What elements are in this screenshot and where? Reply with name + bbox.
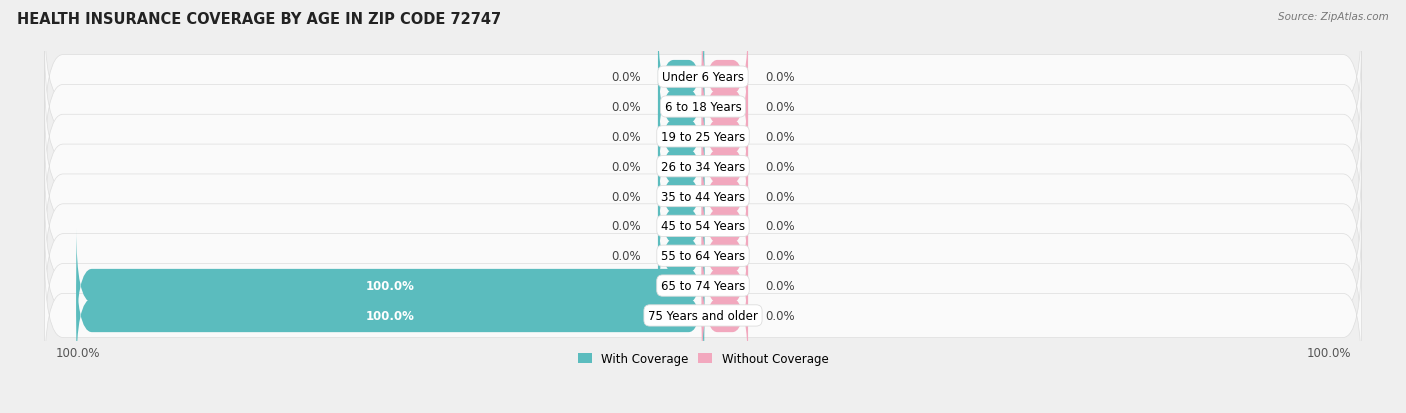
Text: Source: ZipAtlas.com: Source: ZipAtlas.com [1278,12,1389,22]
FancyBboxPatch shape [45,70,1361,204]
Text: 0.0%: 0.0% [765,220,796,233]
Text: 0.0%: 0.0% [610,190,641,203]
Text: 65 to 74 Years: 65 to 74 Years [661,280,745,292]
FancyBboxPatch shape [45,10,1361,145]
FancyBboxPatch shape [702,109,748,225]
Text: 0.0%: 0.0% [765,280,796,292]
Text: 0.0%: 0.0% [765,71,796,84]
Text: 0.0%: 0.0% [610,160,641,173]
FancyBboxPatch shape [45,129,1361,264]
Text: 45 to 54 Years: 45 to 54 Years [661,220,745,233]
FancyBboxPatch shape [45,100,1361,234]
FancyBboxPatch shape [702,139,748,254]
Text: 100.0%: 100.0% [366,280,415,292]
FancyBboxPatch shape [702,50,748,165]
Text: 0.0%: 0.0% [765,160,796,173]
Text: 6 to 18 Years: 6 to 18 Years [665,101,741,114]
FancyBboxPatch shape [702,79,748,195]
FancyBboxPatch shape [658,50,704,165]
Text: 0.0%: 0.0% [610,101,641,114]
Text: 0.0%: 0.0% [610,249,641,263]
Text: 100.0%: 100.0% [366,309,415,322]
FancyBboxPatch shape [658,139,704,254]
Text: 0.0%: 0.0% [765,131,796,143]
FancyBboxPatch shape [658,198,704,314]
Text: 26 to 34 Years: 26 to 34 Years [661,160,745,173]
FancyBboxPatch shape [658,169,704,284]
FancyBboxPatch shape [45,189,1361,323]
FancyBboxPatch shape [702,258,748,373]
Text: HEALTH INSURANCE COVERAGE BY AGE IN ZIP CODE 72747: HEALTH INSURANCE COVERAGE BY AGE IN ZIP … [17,12,501,27]
Legend: With Coverage, Without Coverage: With Coverage, Without Coverage [572,347,834,370]
Text: 0.0%: 0.0% [765,249,796,263]
Text: 0.0%: 0.0% [610,220,641,233]
FancyBboxPatch shape [45,218,1361,353]
Text: 0.0%: 0.0% [610,131,641,143]
Text: 55 to 64 Years: 55 to 64 Years [661,249,745,263]
FancyBboxPatch shape [76,228,704,344]
FancyBboxPatch shape [76,258,704,373]
FancyBboxPatch shape [658,79,704,195]
FancyBboxPatch shape [702,169,748,284]
FancyBboxPatch shape [702,20,748,135]
Text: 0.0%: 0.0% [610,71,641,84]
Text: 0.0%: 0.0% [765,309,796,322]
FancyBboxPatch shape [702,228,748,344]
Text: 75 Years and older: 75 Years and older [648,309,758,322]
FancyBboxPatch shape [702,198,748,314]
Text: 0.0%: 0.0% [765,190,796,203]
FancyBboxPatch shape [45,40,1361,175]
FancyBboxPatch shape [45,159,1361,294]
FancyBboxPatch shape [658,20,704,135]
Text: Under 6 Years: Under 6 Years [662,71,744,84]
FancyBboxPatch shape [45,248,1361,383]
Text: 19 to 25 Years: 19 to 25 Years [661,131,745,143]
Text: 35 to 44 Years: 35 to 44 Years [661,190,745,203]
FancyBboxPatch shape [658,109,704,225]
Text: 0.0%: 0.0% [765,101,796,114]
